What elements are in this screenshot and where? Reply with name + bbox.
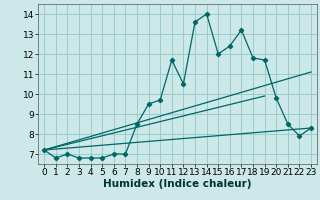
X-axis label: Humidex (Indice chaleur): Humidex (Indice chaleur) <box>103 179 252 189</box>
